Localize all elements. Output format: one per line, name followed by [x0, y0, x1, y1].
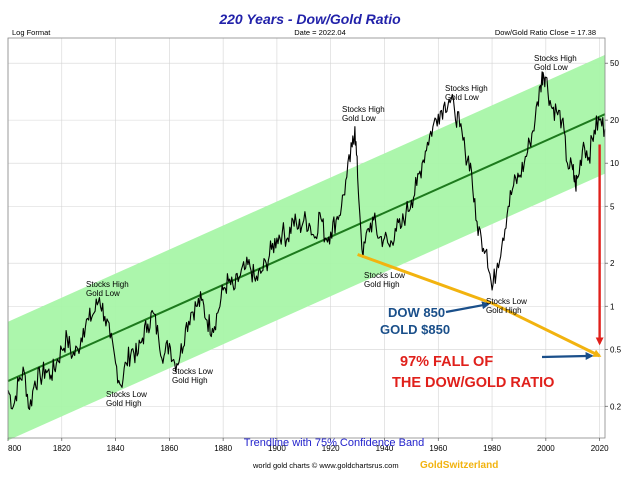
x-tick-label: 2000: [537, 444, 555, 453]
annotation-line: Gold High: [486, 306, 522, 315]
overlay-layer: [357, 144, 604, 361]
annotation-stocks-low-3: Stocks Low Gold High: [364, 271, 405, 289]
annotation-stocks-high-2: Stocks High Gold Low: [342, 105, 385, 123]
annotation-line: Gold High: [172, 376, 208, 385]
annotation-stocks-low-2: Stocks Low Gold High: [172, 367, 213, 385]
footer-source: world gold charts © www.goldchartsrus.co…: [252, 461, 399, 470]
annotation-stocks-high-1: Stocks High Gold Low: [86, 280, 129, 298]
annotation-stocks-low-4: Stocks Low Gold High: [486, 297, 527, 315]
series-layer: [7, 71, 606, 410]
x-tick-label: 2020: [591, 444, 609, 453]
annotation-line: Stocks Low: [106, 390, 147, 399]
annotation-line: Gold Low: [534, 63, 568, 72]
fall-text-arrow: [541, 352, 594, 361]
x-tick-label: 1900: [268, 444, 286, 453]
plot-frame: [7, 37, 606, 439]
chart-title: 220 Years - Dow/Gold Ratio: [218, 11, 401, 27]
header-log-format: Log Format: [12, 28, 51, 37]
x-tick-label: 1840: [107, 444, 125, 453]
x-tick-label: 1860: [160, 444, 178, 453]
annotation-stocks-high-3: Stocks High Gold Low: [445, 84, 488, 102]
header-ratio-close: Dow/Gold Ratio Close = 17.38: [495, 28, 596, 37]
dow-850-arrow: [445, 301, 491, 314]
y-tick-label: 50: [610, 59, 619, 68]
band-layer: [7, 54, 606, 441]
series-line-dow-gold: [7, 71, 606, 410]
x-tick-label: 1920: [322, 444, 340, 453]
annotation-line: Stocks Low: [172, 367, 213, 376]
trend-line: [7, 113, 606, 382]
y-tick-label: 20: [610, 116, 619, 125]
annotation-dow-850: DOW 850: [388, 305, 445, 320]
annotation-line: Stocks High: [86, 280, 129, 289]
x-tick-label: 1880: [214, 444, 232, 453]
x-tick-label: 1940: [376, 444, 394, 453]
projection-line: [357, 253, 602, 358]
annotation-line: Stocks High: [342, 105, 385, 114]
y-tick-label: 5: [610, 202, 615, 211]
x-tick-label: 800: [8, 444, 22, 453]
y-tick-label: 10: [610, 159, 619, 168]
header-date: Date = 2022.04: [294, 28, 346, 37]
y-tick-label: 2: [610, 259, 615, 268]
annotation-gold-850: GOLD $850: [380, 322, 450, 337]
annotation-line: Gold Low: [445, 93, 479, 102]
band-label: Trendline with 75% Confidence Band: [244, 437, 425, 449]
annotation-line: Gold Low: [342, 114, 376, 123]
annotation-fall-line1: 97% FALL OF: [400, 354, 493, 370]
annotation-stocks-low-1: Stocks Low Gold High: [106, 390, 147, 408]
annotation-stocks-high-4: Stocks High Gold Low: [534, 54, 577, 72]
y-tick-label: 1: [610, 302, 615, 311]
x-tick-label: 1820: [53, 444, 71, 453]
y-tick-label: 0.2: [610, 402, 622, 411]
annotation-line: Stocks Low: [364, 271, 405, 280]
annotation-line: Gold Low: [86, 289, 120, 298]
y-tick-label: 0.5: [610, 345, 622, 354]
annotation-line: Stocks Low: [486, 297, 527, 306]
annotation-line: Gold High: [106, 399, 142, 408]
x-tick-label: 1960: [429, 444, 447, 453]
axis-layer: 800 1820 1840 1860 1880 1900 1920 1940 1960 1980 2…: [7, 59, 622, 453]
footer-brand: GoldSwitzerland: [420, 460, 498, 471]
annotation-line: Gold High: [364, 280, 400, 289]
annotation-fall-line2: THE DOW/GOLD RATIO: [392, 375, 554, 391]
annotation-line: Stocks High: [534, 54, 577, 63]
annotation-line: Stocks High: [445, 84, 488, 93]
x-tick-label: 1980: [483, 444, 501, 453]
